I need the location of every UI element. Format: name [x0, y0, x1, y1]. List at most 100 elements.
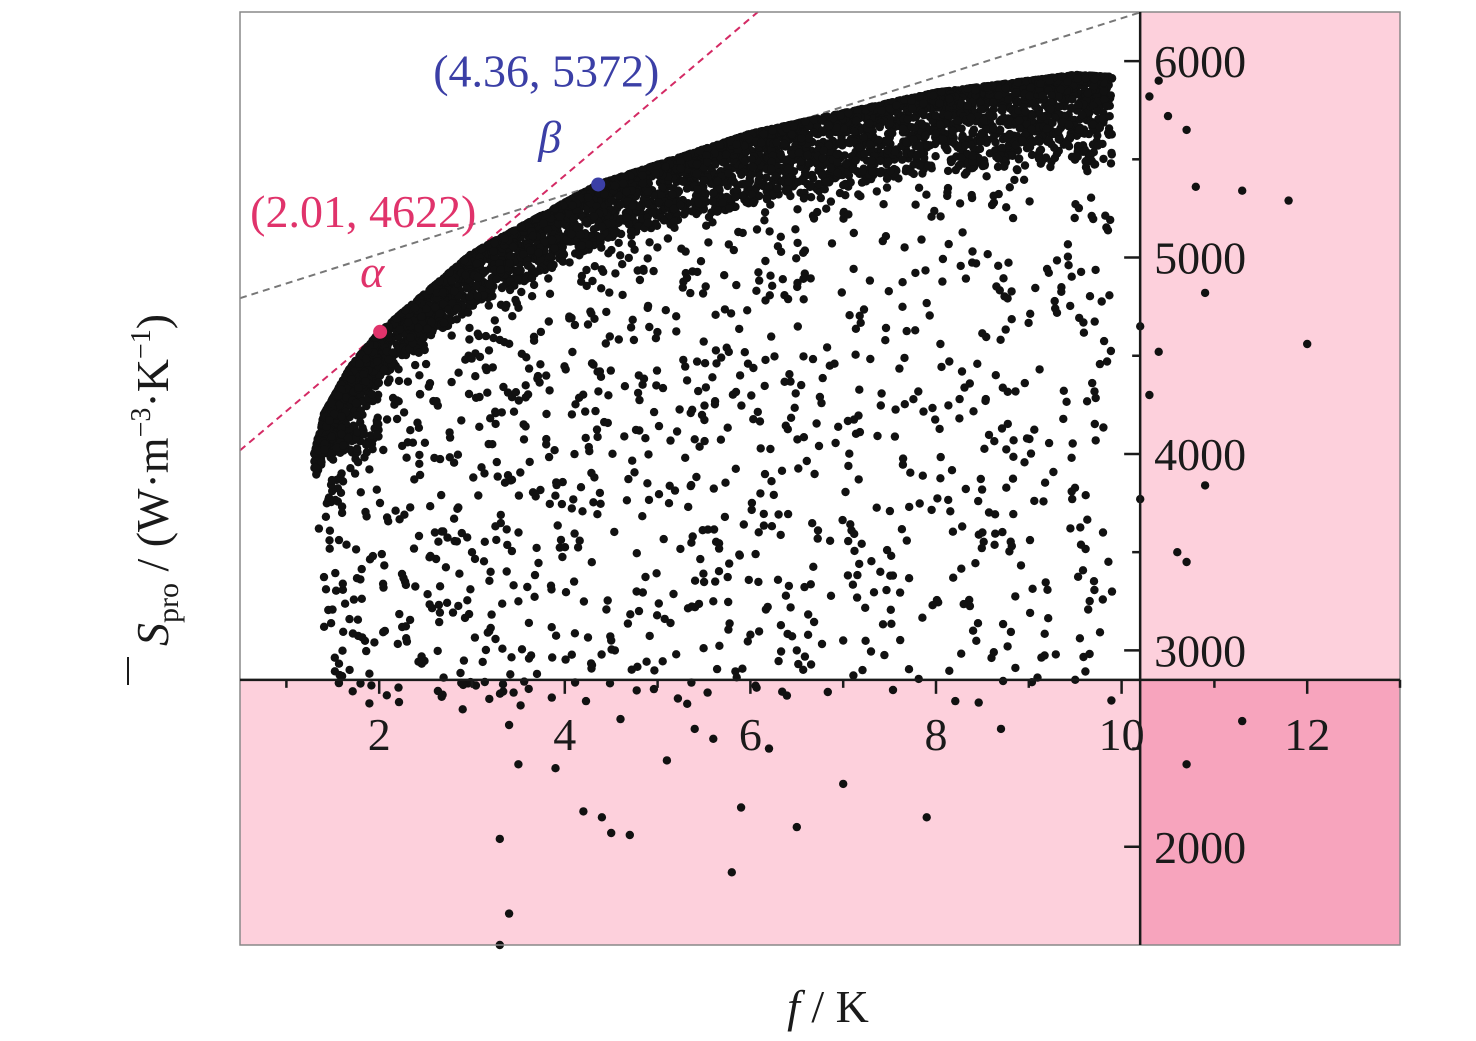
- data-point: [1063, 252, 1073, 261]
- data-point: [820, 185, 829, 194]
- data-point: [565, 258, 574, 267]
- data-point: [591, 406, 600, 416]
- data-point: [944, 401, 953, 410]
- data-point: [554, 219, 563, 229]
- data-point: [861, 636, 870, 645]
- data-point: [937, 362, 946, 372]
- data-point: [654, 421, 664, 431]
- data-point: [579, 597, 589, 606]
- data-point: [973, 359, 982, 368]
- data-point: [435, 309, 444, 318]
- data-point: [1063, 77, 1072, 86]
- data-point: [1000, 162, 1009, 171]
- data-point: [740, 348, 749, 357]
- data-point: [555, 212, 565, 221]
- data-point: [329, 409, 339, 419]
- data-point: [447, 331, 456, 340]
- data-point: [427, 317, 436, 327]
- data-point: [951, 696, 960, 706]
- data-point: [771, 171, 780, 181]
- data-point: [759, 129, 768, 139]
- data-point: [1012, 88, 1021, 97]
- data-point: [768, 126, 777, 135]
- data-point: [943, 166, 953, 176]
- data-point: [1091, 436, 1100, 445]
- data-point: [434, 600, 444, 610]
- data-point: [702, 151, 711, 160]
- data-point: [509, 226, 518, 236]
- data-point: [1073, 152, 1082, 161]
- data-point: [439, 299, 448, 309]
- data-point: [799, 352, 808, 361]
- data-point: [712, 359, 721, 368]
- data-point: [919, 407, 928, 416]
- data-point: [392, 414, 402, 424]
- data-point: [701, 282, 710, 291]
- data-point: [892, 101, 901, 110]
- data-point: [477, 244, 486, 254]
- data-point: [781, 421, 790, 430]
- data-point: [695, 146, 705, 156]
- data-point: [683, 699, 692, 708]
- data-point: [1073, 74, 1082, 83]
- data-point: [955, 414, 964, 423]
- data-point: [703, 158, 712, 167]
- data-point: [919, 99, 928, 108]
- data-point: [661, 162, 670, 171]
- data-point: [1103, 226, 1113, 235]
- data-point: [1047, 139, 1056, 149]
- data-point: [783, 509, 793, 519]
- data-point: [498, 283, 507, 292]
- data-point: [782, 155, 791, 164]
- data-point: [973, 619, 983, 628]
- data-point: [1089, 577, 1099, 586]
- data-point: [567, 410, 577, 419]
- data-point: [517, 222, 526, 231]
- data-point: [939, 135, 948, 144]
- data-point: [850, 127, 859, 137]
- data-point: [997, 143, 1007, 152]
- data-point: [374, 378, 383, 387]
- data-point: [1098, 595, 1108, 604]
- data-point: [842, 160, 851, 169]
- data-point: [1099, 154, 1108, 164]
- data-point: [1093, 141, 1103, 150]
- data-point: [368, 445, 377, 454]
- data-point: [729, 177, 739, 187]
- data-point: [347, 375, 356, 384]
- data-point: [394, 697, 404, 707]
- data-point: [858, 167, 867, 176]
- data-point: [473, 292, 482, 301]
- data-point: [529, 280, 539, 290]
- data-point: [729, 245, 738, 255]
- data-point: [1078, 141, 1088, 150]
- data-point: [351, 545, 361, 554]
- data-point: [915, 92, 924, 101]
- data-point: [792, 254, 801, 263]
- data-point: [360, 430, 369, 439]
- data-point: [1078, 566, 1088, 575]
- data-point: [355, 359, 364, 368]
- data-point: [1013, 78, 1022, 87]
- data-point: [801, 117, 810, 126]
- data-point: [1083, 89, 1093, 98]
- data-point: [963, 101, 972, 110]
- data-point: [703, 688, 712, 697]
- data-point: [924, 161, 933, 170]
- data-point: [652, 611, 662, 620]
- data-point: [605, 288, 614, 297]
- data-point: [867, 102, 876, 112]
- data-point: [1025, 91, 1034, 101]
- data-point: [622, 187, 631, 197]
- data-point: [845, 311, 854, 320]
- data-point: [624, 253, 633, 263]
- data-point: [542, 409, 551, 419]
- data-point: [570, 449, 579, 459]
- data-point: [1015, 154, 1024, 163]
- data-point: [692, 160, 702, 169]
- data-point: [402, 634, 411, 643]
- data-point: [1056, 85, 1065, 94]
- data-point: [874, 135, 883, 145]
- data-point: [971, 559, 980, 568]
- data-point: [990, 540, 999, 549]
